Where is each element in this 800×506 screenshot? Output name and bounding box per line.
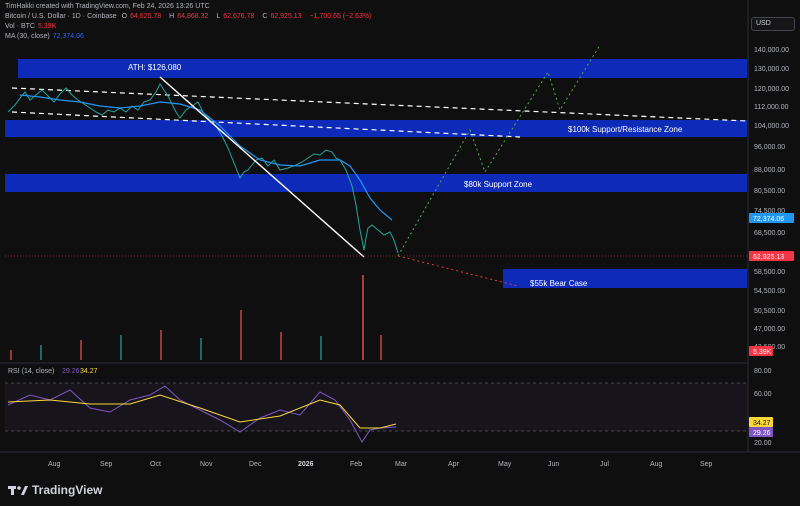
volume-legend[interactable]: Vol · BTC 5.39K — [5, 23, 57, 30]
brand-name: TradingView — [32, 483, 103, 497]
rsi-legend-label: RSI (14, close) — [8, 368, 54, 375]
svg-text:Sep: Sep — [100, 461, 113, 468]
svg-text:54,500.00: 54,500.00 — [754, 288, 785, 295]
ath-zone — [18, 59, 747, 78]
tradingview-logo-icon — [8, 486, 28, 495]
rsi-legend-value: 29.26 — [62, 368, 80, 375]
zone-100k — [5, 120, 747, 137]
rsi-axis[interactable]: 80.00 60.00 20.00 — [754, 368, 772, 447]
svg-text:20.00: 20.00 — [754, 440, 772, 447]
svg-text:120,000.00: 120,000.00 — [754, 86, 789, 93]
svg-text:Apr: Apr — [448, 461, 460, 468]
svg-text:140,000.00: 140,000.00 — [754, 47, 789, 54]
attribution: TimHakki created with TradingView.com, F… — [5, 3, 210, 10]
svg-text:Jul: Jul — [600, 461, 609, 468]
volume-badge: 5.39K — [753, 349, 772, 356]
svg-text:50,500.00: 50,500.00 — [754, 308, 785, 315]
svg-text:60.00: 60.00 — [754, 391, 772, 398]
svg-text:Nov: Nov — [200, 461, 213, 468]
svg-text:Dec: Dec — [249, 461, 262, 468]
zone-100k-label: $100k Support/Resistance Zone — [568, 125, 683, 134]
ma-price-badge: 72,374.06 — [753, 216, 784, 223]
rsi-ma-badge: 34.27 — [753, 420, 771, 427]
svg-text:Aug: Aug — [650, 461, 663, 468]
svg-text:Feb: Feb — [350, 461, 362, 468]
svg-text:Sep: Sep — [700, 461, 713, 468]
price-change: −1,700.65 (−2.63%) — [309, 13, 372, 20]
zone-80k — [5, 174, 747, 192]
svg-text:96,000.00: 96,000.00 — [754, 144, 785, 151]
svg-text:Mar: Mar — [395, 461, 408, 468]
symbol-title: Bitcoin / U.S. Dollar · 1D · Coinbase — [5, 13, 117, 20]
svg-text:2026: 2026 — [298, 461, 314, 468]
svg-text:112,000.00: 112,000.00 — [754, 104, 789, 111]
svg-text:May: May — [498, 461, 512, 468]
rsi-badge: 29.26 — [753, 430, 771, 437]
svg-text:104,000.00: 104,000.00 — [754, 123, 789, 130]
zone-55k — [503, 269, 747, 288]
rsi-ma-legend-value: 34.27 — [80, 368, 98, 375]
tradingview-brand[interactable]: TradingView — [8, 483, 102, 497]
svg-text:58,500.00: 58,500.00 — [754, 269, 785, 276]
svg-text:Aug: Aug — [48, 461, 61, 468]
svg-text:Jun: Jun — [548, 461, 559, 468]
zone-55k-label: $55k Bear Case — [530, 279, 588, 288]
svg-text:68,500.00: 68,500.00 — [754, 230, 785, 237]
svg-text:Oct: Oct — [150, 461, 161, 468]
svg-text:130,000.00: 130,000.00 — [754, 66, 789, 73]
last-price-badge: 62,925.13 — [753, 254, 784, 261]
currency-button[interactable]: USD — [751, 17, 795, 31]
svg-text:88,000.00: 88,000.00 — [754, 167, 785, 174]
svg-text:74,500.00: 74,500.00 — [754, 208, 785, 215]
ma-legend[interactable]: MA (30, close) 72,374.06 — [5, 33, 84, 40]
svg-text:80.00: 80.00 — [754, 368, 772, 375]
svg-text:47,000.00: 47,000.00 — [754, 326, 785, 333]
zone-80k-label: $80k Support Zone — [464, 180, 533, 189]
svg-text:80,500.00: 80,500.00 — [754, 188, 785, 195]
ath-label: ATH: $126,080 — [128, 63, 182, 72]
volume-bars — [10, 275, 382, 360]
time-axis[interactable]: Aug Sep Oct Nov Dec 2026 Feb Mar Apr May… — [48, 461, 713, 468]
price-axis[interactable]: 140,000.00 130,000.00 120,000.00 112,000… — [754, 47, 789, 351]
